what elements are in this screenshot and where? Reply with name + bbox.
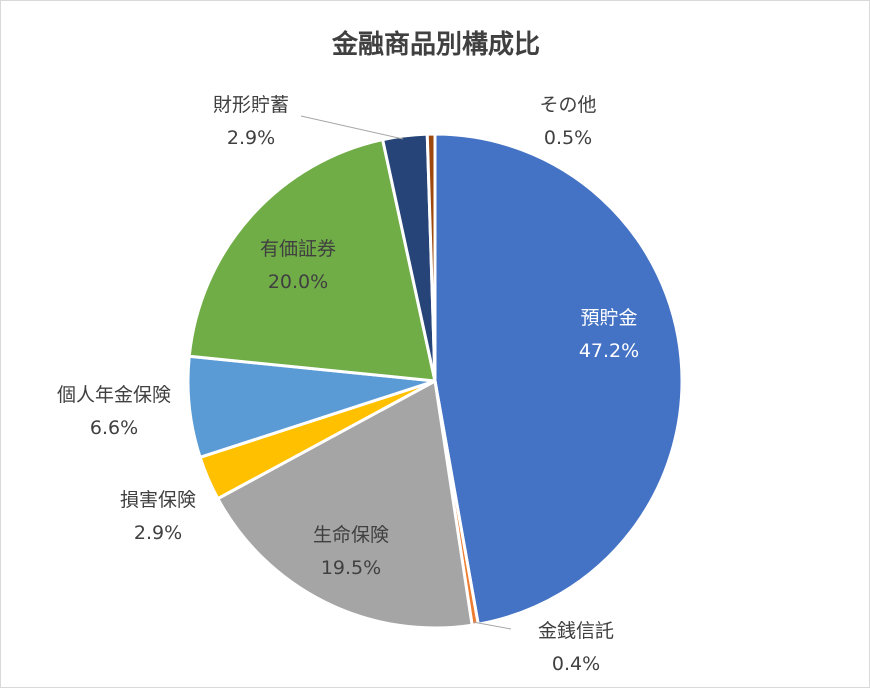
slice-value-label: 47.2% <box>579 340 639 362</box>
leader-line <box>472 621 512 630</box>
slice-name-label: 個人年金保険 <box>57 384 171 406</box>
slice-value-label: 6.6% <box>90 417 138 439</box>
slice-name-label: 預貯金 <box>580 307 637 329</box>
slice-name-label: 財形貯蓄 <box>213 94 289 116</box>
slice-value-label: 2.9% <box>227 127 275 149</box>
chart-title: 金融商品別構成比 <box>331 29 540 60</box>
slice-value-label: 0.5% <box>544 127 592 149</box>
slice-name-label: その他 <box>539 94 596 116</box>
leader-line <box>300 115 404 140</box>
slice-value-label: 0.4% <box>552 653 600 675</box>
slice-name-label: 生命保険 <box>313 524 389 546</box>
pie-slice-1 <box>433 132 684 626</box>
slice-name-label: 損害保険 <box>120 489 196 511</box>
slice-value-label: 19.5% <box>321 557 381 579</box>
slice-value-label: 20.0% <box>268 271 328 293</box>
slice-value-label: 2.9% <box>134 522 182 544</box>
pie-slice-3 <box>216 379 474 630</box>
slice-name-label: 有価証券 <box>260 238 336 260</box>
slice-name-label: 金銭信託 <box>538 620 614 642</box>
pie-slice-6 <box>187 138 437 383</box>
pie-slice-8 <box>425 132 437 383</box>
